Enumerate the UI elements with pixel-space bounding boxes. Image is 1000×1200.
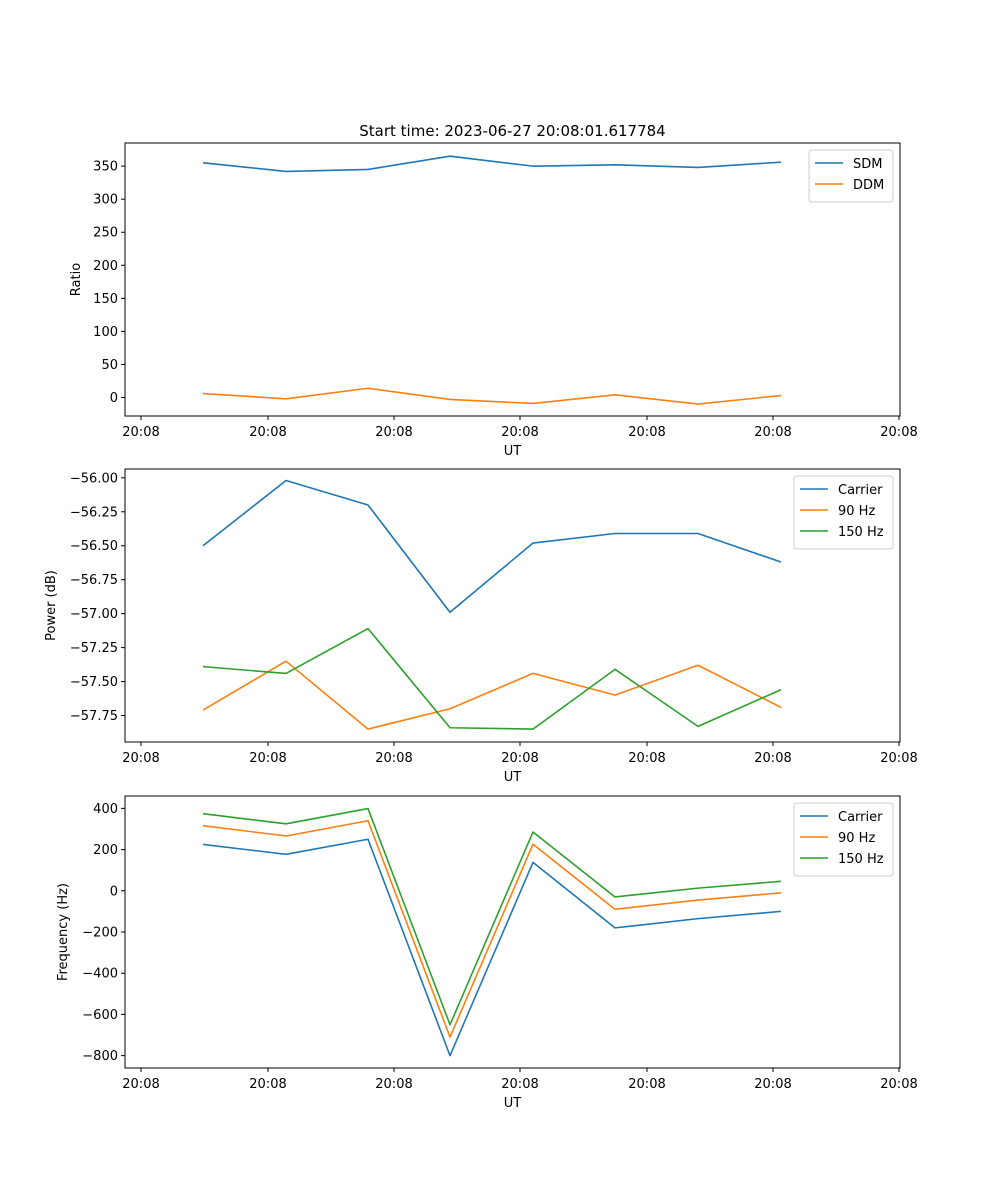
x-tick-label: 20:08 <box>122 751 159 766</box>
x-axis-label: UT <box>504 444 522 459</box>
x-tick-label: 20:08 <box>122 1077 159 1092</box>
subplot-2: −57.75 −57.50 −57.25 −57.00 −56.75 −56.50 −56.… <box>44 468 918 785</box>
y-tick-label: −600 <box>82 1008 118 1023</box>
subplot-1: 0 50 100 150 200 250 300 350 20:08 20:08 20:08 20:0… <box>69 142 918 459</box>
x-tick-label: 20:08 <box>754 425 791 440</box>
x-tick-label: 20:08 <box>249 1077 286 1092</box>
y-tick-label: 0 <box>110 391 118 406</box>
x-tick-label: 20:08 <box>880 1077 917 1092</box>
y-tick-label: 200 <box>93 259 118 274</box>
y-tick-label: 50 <box>101 358 118 373</box>
y-tick-label: 250 <box>93 226 118 241</box>
x-tick-label: 20:08 <box>501 1077 538 1092</box>
legend-label: DDM <box>853 178 884 193</box>
series-line-90-hz <box>202 819 782 1038</box>
series-line-carrier <box>202 838 782 1057</box>
x-tick-label: 20:08 <box>754 751 791 766</box>
legend-label: 150 Hz <box>838 852 884 867</box>
y-tick-label: −56.75 <box>70 573 118 588</box>
legend: Carrier 90 Hz 150 Hz <box>793 475 894 550</box>
legend: Carrier 90 Hz 150 Hz <box>793 802 894 877</box>
y-tick-label: −400 <box>82 967 118 982</box>
legend-label: 150 Hz <box>838 525 884 540</box>
y-tick-label: −56.00 <box>70 471 118 486</box>
legend-label: Carrier <box>838 483 883 498</box>
x-tick-label: 20:08 <box>375 1077 412 1092</box>
x-tick-label: 20:08 <box>880 425 917 440</box>
series-line-ddm <box>202 387 782 405</box>
x-tick-label: 20:08 <box>122 425 159 440</box>
y-tick-label: −56.50 <box>70 539 118 554</box>
y-tick-label: 150 <box>93 292 118 307</box>
axes-frame <box>124 142 901 417</box>
y-tick-label: 200 <box>93 843 118 858</box>
x-tick-label: 20:08 <box>501 425 538 440</box>
figure-title: Start time: 2023-06-27 20:08:01.617784 <box>359 122 665 140</box>
x-tick-label: 20:08 <box>249 751 286 766</box>
x-tick-label: 20:08 <box>628 425 665 440</box>
legend-label: 90 Hz <box>838 504 875 519</box>
y-axis-label: Frequency (Hz) <box>56 883 71 981</box>
x-tick-label: 20:08 <box>375 425 412 440</box>
y-tick-label: 300 <box>93 193 118 208</box>
y-tick-label: 0 <box>110 884 118 899</box>
y-tick-label: −57.25 <box>70 641 118 656</box>
y-tick-label: 100 <box>93 325 118 340</box>
series-line-150-hz <box>202 807 782 1026</box>
legend-label: Carrier <box>838 810 883 825</box>
legend-label: 90 Hz <box>838 831 875 846</box>
y-tick-label: −57.75 <box>70 709 118 724</box>
y-axis-label: Ratio <box>69 263 84 296</box>
x-tick-label: 20:08 <box>249 425 286 440</box>
series-line-150-hz <box>202 627 782 730</box>
x-tick-label: 20:08 <box>754 1077 791 1092</box>
y-tick-label: 350 <box>93 160 118 175</box>
y-tick-label: −57.50 <box>70 675 118 690</box>
x-tick-label: 20:08 <box>628 751 665 766</box>
y-tick-label: −200 <box>82 926 118 941</box>
y-tick-label: 400 <box>93 802 118 817</box>
y-tick-label: −57.00 <box>70 607 118 622</box>
series-line-sdm <box>202 155 782 173</box>
y-tick-label: −56.25 <box>70 505 118 520</box>
y-axis-label: Power (dB) <box>44 570 59 641</box>
legend: SDM DDM <box>808 149 894 203</box>
axes-frame <box>124 468 901 743</box>
x-tick-label: 20:08 <box>375 751 412 766</box>
x-axis-label: UT <box>504 770 522 785</box>
x-tick-label: 20:08 <box>501 751 538 766</box>
series-line-90-hz <box>202 660 782 730</box>
legend-label: SDM <box>853 157 882 172</box>
series-line-carrier <box>202 479 782 614</box>
x-tick-label: 20:08 <box>628 1077 665 1092</box>
x-tick-label: 20:08 <box>880 751 917 766</box>
x-axis-label: UT <box>504 1096 522 1111</box>
y-tick-label: −800 <box>82 1049 118 1064</box>
subplot-3: −800 −600 −400 −200 0 200 400 20:08 20:08 20:08 20… <box>56 795 918 1111</box>
